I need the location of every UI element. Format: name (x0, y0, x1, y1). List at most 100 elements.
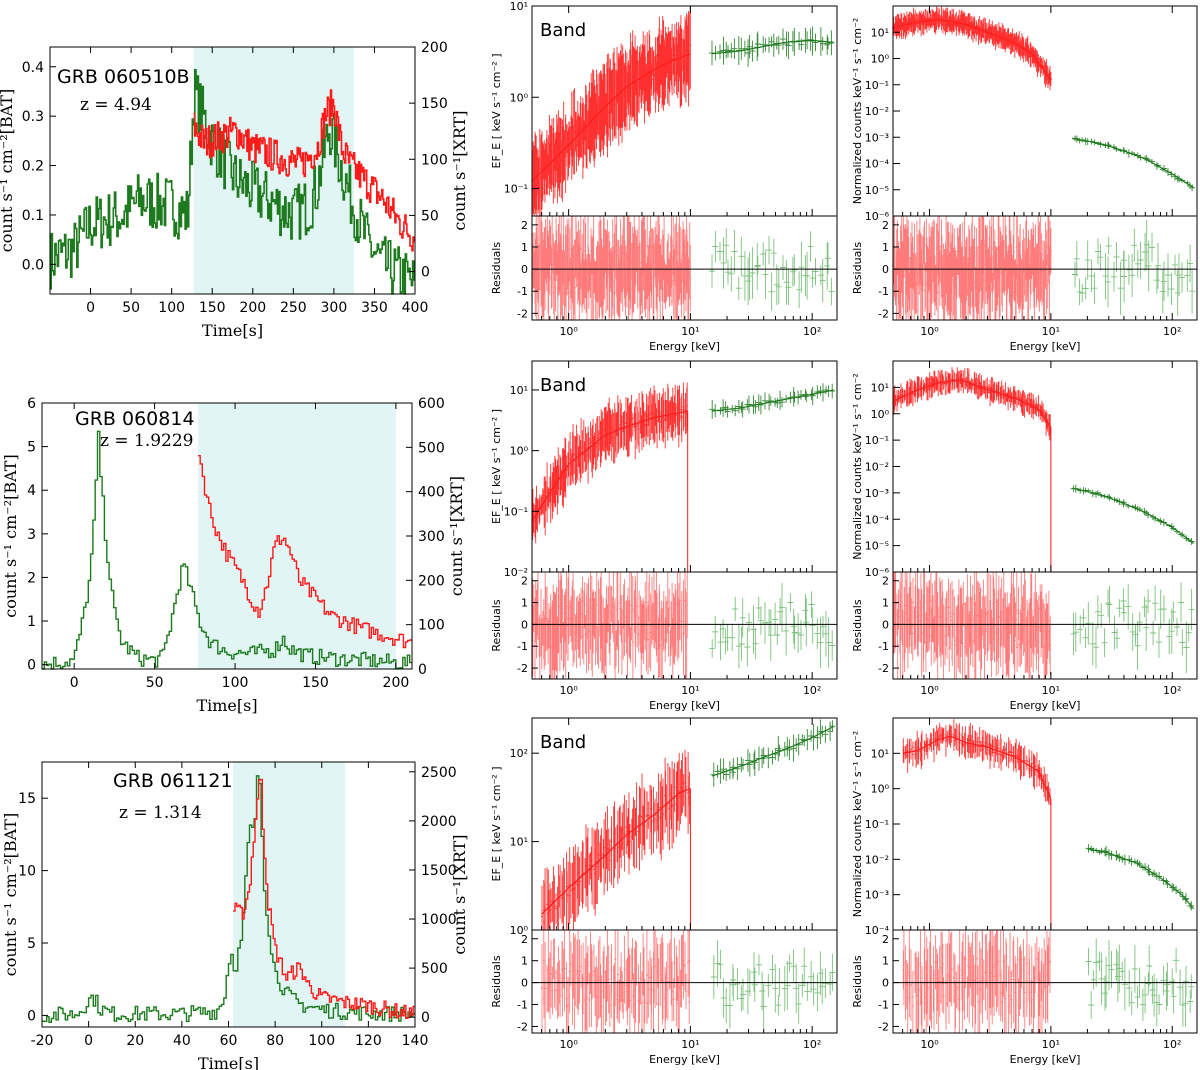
y2-tick-label: 50 (421, 208, 439, 224)
x-tick-label: 10¹ (1042, 325, 1060, 338)
x-tick-label: 10⁰ (559, 684, 578, 697)
resid-tick-label: 2 (521, 575, 528, 588)
resid-tick-label: 1 (882, 241, 889, 254)
y2-tick-label: 0 (418, 662, 427, 678)
xrt-model-line (531, 410, 688, 522)
y2-tick-label: 1500 (421, 863, 457, 879)
y-tick-label: 10¹ (871, 747, 889, 760)
y-tick-label: 0.2 (22, 159, 44, 175)
x-tick-label: 0 (84, 1033, 93, 1049)
y-tick-label: 6 (27, 396, 36, 412)
xrt-series-line (198, 455, 412, 649)
residual-axis-label: Residuals (851, 599, 864, 651)
resid-tick-label: -1 (517, 285, 528, 298)
spectrum-panel: 10⁰ 10¹ 10² 10⁻⁶ 10⁻⁵ 10⁻⁴ 10⁻³ 10⁻² 10⁻¹ 10⁰ 10¹ -… (851, 360, 1198, 712)
x-axis-label: Energy [keV] (1010, 340, 1081, 353)
residual-axis-label: Residuals (490, 242, 503, 294)
y-tick-label: 2 (27, 570, 36, 586)
y-tick-label: 15 (18, 791, 36, 807)
y-tick-label: 10⁻⁶ (865, 566, 890, 579)
resid-tick-label: 1 (521, 955, 528, 968)
xrt-data-points (531, 382, 689, 544)
resid-tick-label: 0 (521, 618, 528, 631)
resid-tick-label: -1 (517, 640, 528, 653)
model-label: Band (540, 20, 586, 41)
y-axis-label: Normalized counts keV⁻¹ s⁻¹ cm⁻² (851, 731, 864, 918)
x-tick-label: 100 (158, 300, 185, 316)
spectrum-panel: 10⁰ 10¹ 10² 10⁻⁶ 10⁻⁵ 10⁻⁴ 10⁻³ 10⁻² 10⁻¹ 10⁰ 10¹ -… (851, 5, 1198, 353)
resid-tick-label: 2 (882, 219, 889, 232)
xrt-model-line (531, 53, 691, 182)
y2-tick-label: 600 (418, 396, 445, 412)
x-tick-label: 10⁰ (559, 325, 578, 338)
bat-series-line (50, 69, 415, 295)
x-tick-label: 150 (302, 675, 329, 691)
x-axis-label: Energy [keV] (1010, 699, 1081, 712)
xrt-data-points (902, 719, 1051, 805)
y2-tick-label: 100 (418, 618, 445, 634)
x-tick-label: 10¹ (1042, 684, 1060, 697)
y-tick-label: 10⁻⁴ (865, 158, 890, 171)
x-axis-label: Energy [keV] (649, 699, 720, 712)
bat-residual-points (709, 583, 836, 669)
y-tick-label: 10⁻² (504, 566, 528, 579)
y-tick-label: 0.4 (22, 60, 44, 76)
bat-series-line (42, 775, 415, 1023)
spectrum-panel: 10⁰ 10¹ 10² 10⁻¹ 10⁰ 10¹ -2 -1 0 1 2 Energy [keV] EF… (490, 0, 838, 353)
bat-data-points (709, 383, 836, 419)
x-tick-label: 50 (122, 300, 140, 316)
y-tick-label: 10⁻⁵ (865, 184, 889, 197)
y-tick-label: 10⁻¹ (865, 79, 889, 92)
spectrum-panel: 10⁰ 10¹ 10² 10⁻⁴ 10⁻³ 10⁻² 10⁻¹ 10⁰ 10¹ -2 -1 0 1 2 En… (851, 717, 1198, 1066)
residual-axis-label: Residuals (490, 599, 503, 651)
x-tick-label: 100 (308, 1033, 335, 1049)
xrt-model-line (541, 787, 691, 915)
y2-tick-label: 1000 (421, 912, 457, 928)
y-tick-label: 4 (27, 483, 36, 499)
bat-residual-points (709, 228, 835, 311)
xrt-series-line (193, 89, 415, 252)
resid-tick-label: -1 (517, 999, 528, 1012)
y2-axis-label: count s⁻¹[XRT] (450, 110, 469, 230)
y-tick-label: 10⁻² (865, 853, 889, 866)
y2-tick-label: 0 (421, 265, 430, 281)
y-axis-label: count s⁻¹ cm⁻²[BAT] (0, 89, 16, 252)
x-tick-label: 300 (321, 300, 348, 316)
x-tick-label: 60 (220, 1033, 238, 1049)
y2-tick-label: 500 (418, 440, 445, 456)
x-tick-label: 0 (70, 675, 79, 691)
xrt-residual-points (531, 216, 692, 320)
x-tick-label: 40 (173, 1033, 191, 1049)
xrt-data-points (892, 6, 1052, 91)
y-tick-label: 10⁰ (871, 783, 890, 796)
highlight-band (198, 403, 396, 669)
lightcurve-panel: 0 50 100 150 200 0 1 2 3 4 5 6 0 100 200 300 400 500 600 Ti… (1, 396, 466, 715)
grb-title: GRB 061121 (113, 770, 233, 792)
bat-data-points (1072, 135, 1196, 192)
x-tick-label: 10⁰ (920, 325, 939, 338)
resid-tick-label: -1 (878, 285, 889, 298)
y-tick-label: 5 (27, 936, 36, 952)
x-tick-label: 10² (1163, 325, 1181, 338)
x-tick-label: 50 (146, 675, 164, 691)
lightcurve-panel: -20 0 20 40 60 80 100 120 140 0 5 10 15 0 500 1000 1500 2… (1, 761, 469, 1070)
y2-tick-label: 200 (418, 573, 445, 589)
y-tick-label: 10⁻¹ (865, 818, 889, 831)
xrt-residual-points (531, 572, 689, 679)
y2-axis-label: count s⁻¹[XRT] (447, 476, 466, 596)
x-axis-label: Energy [keV] (1010, 1053, 1081, 1066)
y-tick-label: 10¹ (871, 381, 889, 394)
y-tick-label: 0.1 (22, 208, 44, 224)
y2-tick-label: 300 (418, 529, 445, 545)
plot-frame (49, 46, 416, 295)
y-tick-label: 10⁻³ (865, 131, 889, 144)
highlight-band (193, 47, 355, 294)
lightcurve-panel: 0 50 100 150 200 250 300 350 400 0.0 0.1 0.2 0.3 0.4 0… (0, 40, 469, 340)
y-axis-label: Normalized counts keV⁻¹ s⁻¹ cm⁻² (851, 18, 864, 205)
x-tick-label: 350 (361, 300, 388, 316)
y-tick-label: 0 (27, 1008, 36, 1024)
x-tick-label: 0 (86, 300, 95, 316)
resid-tick-label: -2 (878, 1020, 889, 1033)
xrt-data-points (541, 749, 691, 930)
resid-tick-label: 0 (521, 977, 528, 990)
